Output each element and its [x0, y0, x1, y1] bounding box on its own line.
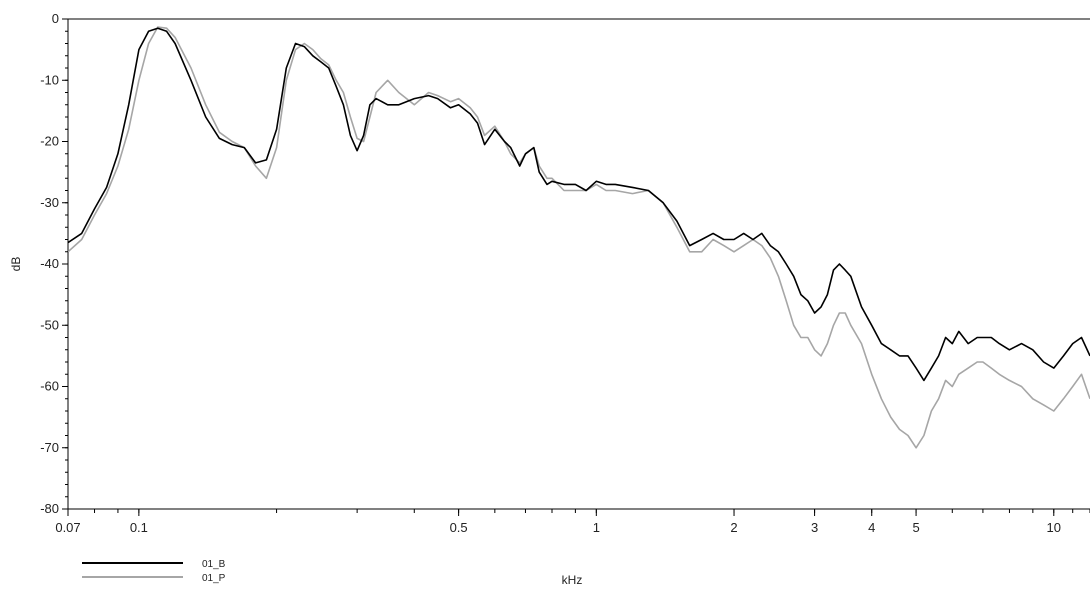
x-tick-label: 0.5: [450, 520, 468, 535]
y-tick-label: -30: [40, 195, 59, 210]
y-tick-label: -80: [40, 501, 59, 516]
x-tick-label: 1: [593, 520, 600, 535]
y-tick-label: -60: [40, 379, 59, 394]
x-tick-label: 0.07: [55, 520, 80, 535]
y-tick-label: -20: [40, 134, 59, 149]
x-tick-label: 4: [868, 520, 875, 535]
series-line-01_P: [68, 26, 1090, 449]
series-line-01_B: [68, 27, 1090, 382]
y-tick-label: -10: [40, 72, 59, 87]
y-tick-label: -50: [40, 317, 59, 332]
x-tick-label: 0.1: [130, 520, 148, 535]
x-tick-label: 2: [730, 520, 737, 535]
y-tick-label: -40: [40, 256, 59, 271]
legend-label-01_P: 01_P: [202, 573, 226, 584]
x-axis-label: kHz: [562, 573, 583, 587]
y-tick-label: -70: [40, 440, 59, 455]
legend-label-01_B: 01_B: [202, 559, 226, 570]
y-tick-label: 0: [52, 11, 59, 26]
legend: 01_B 01_P: [82, 559, 226, 584]
series-layer: [68, 26, 1090, 449]
x-tick-label: 5: [912, 520, 919, 535]
x-tick-label: 3: [811, 520, 818, 535]
axes: 0 -10 -20 -30 -40 -50 -60 -70 -80 0.07 0.1 0.5 1 2 3 4 5…: [40, 11, 1090, 535]
x-tick-label: 10: [1047, 520, 1061, 535]
y-axis-label: dB: [9, 257, 23, 272]
